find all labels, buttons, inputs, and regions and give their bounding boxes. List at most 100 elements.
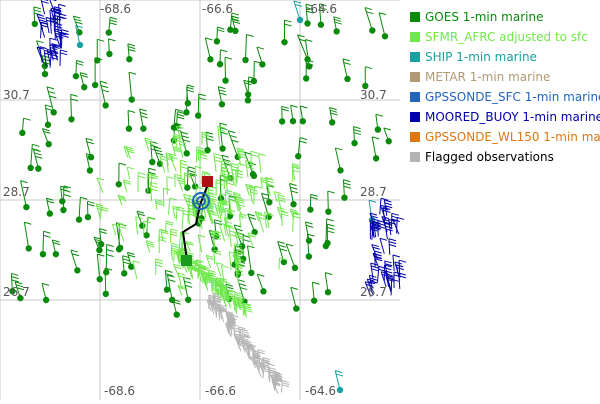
goes-wind-barb [379,13,388,40]
sfmr-wind-barb [248,233,256,246]
legend-swatch [410,152,420,162]
sfmr-wind-barb [216,180,223,196]
goes-wind-barb [222,57,232,84]
goes-wind-barb [106,17,117,36]
goes-wind-barb [185,87,194,106]
goes-wind-barb [218,87,226,108]
sfmr-wind-barb [123,180,131,192]
legend: GOES 1-min marine SFMR_AFRC adjusted to … [410,7,600,167]
goes-wind-barb [290,183,298,207]
goes-wind-barb [307,194,318,212]
lat-label-right: 30.7 [360,88,387,102]
lat-label-left: 26.7 [3,285,30,299]
sfmr-wind-barb [127,167,134,179]
goes-wind-barb [217,50,228,68]
goes-wind-barb [80,73,88,91]
goes-wind-barb [341,180,351,201]
goes-wind-barb [24,222,32,251]
goes-wind-barb [45,105,53,128]
goes-wind-barb [372,137,379,162]
legend-item-sfmr[interactable]: SFMR_AFRC adjusted to sfc [410,27,600,47]
goes-wind-barb [143,217,155,238]
goes-wind-barb [19,118,30,136]
legend-item-gpssonde-wl150[interactable]: GPSSONDE_WL150 1-min mar [410,127,600,147]
sfmr-wind-barb [100,207,108,220]
lat-label-right: 26.7 [360,285,387,299]
sfmr-wind-barb [156,259,163,275]
goes-wind-barb [242,35,253,64]
legend-swatch [410,132,420,142]
buoy-wind-barb [380,238,387,253]
goes-wind-barb [362,67,372,89]
legend-item-gpssonde-sfc[interactable]: GPSSONDE_SFC 1-min marine [410,87,600,107]
goes-wind-barb [42,283,49,303]
goes-wind-barb [68,94,78,122]
goes-wind-barb [52,240,60,257]
lon-label-bottom: -64.6 [305,384,336,398]
lat-label-left: 30.7 [3,88,30,102]
goes-wind-barb [183,277,192,303]
goes-wind-barb [106,39,115,57]
sfmr-wind-barb [198,235,205,252]
legend-swatch [410,112,420,122]
legend-label: METAR 1-min marine [425,70,550,84]
flagged-wind-barb [282,380,290,392]
goes-wind-barb [94,39,104,63]
legend-swatch [410,52,420,62]
lon-label-bottom: -66.6 [205,384,236,398]
goes-wind-barb [365,8,376,34]
lon-label-bottom: -68.6 [104,384,135,398]
sfmr-wind-barb [171,229,178,243]
legend-item-flagged[interactable]: Flagged observations [410,147,600,167]
sfmr-wind-barb [167,177,174,195]
buoy-wind-barb [391,279,399,295]
goes-wind-barb [73,61,84,80]
track-end-marker[interactable] [202,176,213,187]
goes-wind-barb [306,222,314,244]
legend-swatch [410,32,420,42]
legend-label: SFMR_AFRC adjusted to sfc [425,30,588,44]
goes-wind-barb [257,47,266,68]
lon-label-top: -64.6 [306,2,337,16]
lon-label-top: -68.6 [100,2,131,16]
legend-swatch [410,12,420,22]
goes-wind-barb [47,87,57,116]
goes-wind-barb [103,244,114,275]
goes-wind-barb [173,300,181,318]
buoy-wind-barb [389,239,396,255]
sfmr-wind-barb [138,173,145,193]
lat-label-right: 28.7 [360,185,387,199]
goes-wind-barb [295,138,307,160]
goes-wind-barb [34,150,43,172]
legend-swatch [410,92,420,102]
goes-wind-barb [98,229,107,248]
legend-item-goes[interactable]: GOES 1-min marine [410,7,600,27]
sfmr-wind-barb [150,182,158,201]
lon-label-top: -66.6 [202,2,233,16]
lat-label-left: 28.7 [3,185,30,199]
sfmr-wind-barb [178,285,186,295]
goes-wind-barb [325,273,332,296]
legend-label: MOORED_BUOY 1-min marine [425,110,600,124]
goes-wind-barb [335,148,343,174]
buoy-wind-barb [46,17,54,33]
ship-wind-barb [335,371,343,394]
goes-wind-barb [71,250,81,274]
goes-wind-barb [126,110,135,131]
legend-item-metar[interactable]: METAR 1-min marine [410,67,600,87]
track-start-marker[interactable] [181,255,192,266]
goes-wind-barb [140,109,148,132]
goes-wind-barb [248,246,255,276]
goes-wind-barb [85,201,95,220]
legend-item-moored-buoy[interactable]: MOORED_BUOY 1-min marine [410,107,600,127]
legend-label: SHIP 1-min marine [425,50,537,64]
legend-item-ship[interactable]: SHIP 1-min marine [410,47,600,67]
legend-label: GOES 1-min marine [425,10,543,24]
legend-swatch [410,72,420,82]
goes-wind-barb [384,128,392,144]
goes-wind-barb [286,244,298,271]
goes-wind-barb [351,127,361,147]
sfmr-wind-barb [293,213,301,232]
legend-label: GPSSONDE_WL150 1-min mar [425,130,600,144]
goes-wind-barb [126,44,135,63]
